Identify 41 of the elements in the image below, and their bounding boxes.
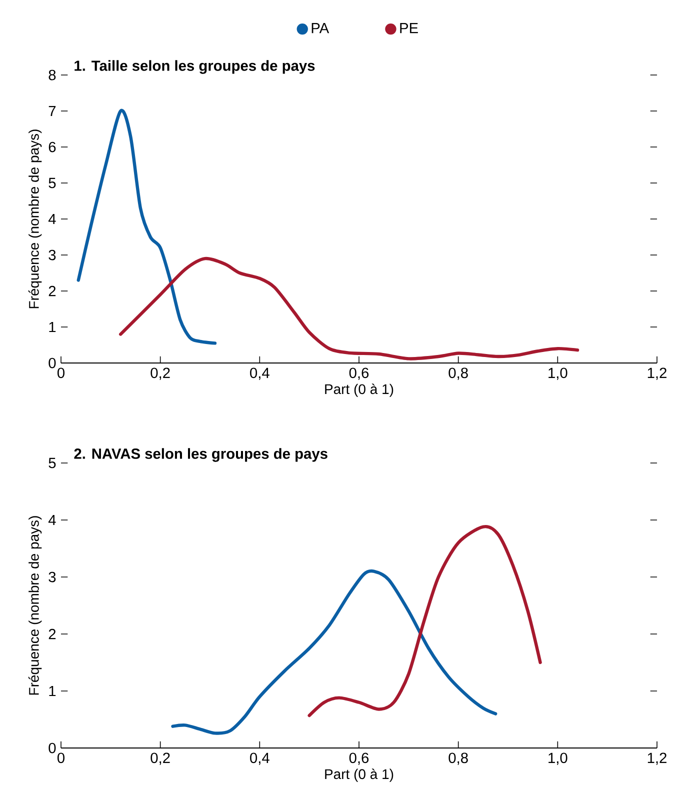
y-axis-title: Fréquence (nombre de pays) [28, 516, 42, 695]
x-tick-label: 0,2 [150, 752, 170, 765]
x-axis-title: Part (0 à 1) [325, 768, 394, 782]
y-tick-label: 0 [48, 742, 56, 754]
x-tick-label: 1,0 [548, 368, 568, 380]
y-tick-label: 2 [48, 628, 56, 640]
x-tick-label: 0,8 [448, 368, 468, 380]
x-tick-label: 1,0 [548, 752, 568, 765]
y-tick-label: 5 [48, 178, 56, 188]
y-tick-label: 7 [48, 106, 56, 116]
x-tick-label: 0,8 [448, 752, 468, 765]
y-axis-title: Fréquence (nombre de pays) [28, 130, 42, 308]
chart-title: 2. NAVAS selon les groupes de pays [74, 448, 328, 462]
line-series [119, 256, 580, 360]
chart-title: 1. Taille selon les groupes de pays [74, 60, 315, 74]
line-series [171, 570, 498, 735]
y-tick-label: 1 [49, 322, 56, 332]
legend-label: PA [312, 23, 330, 34]
y-tick-label: 3 [48, 250, 56, 260]
x-tick-label: 1,2 [648, 368, 666, 380]
x-axis-title: Part (0 à 1) [325, 384, 394, 397]
y-tick-label: 2 [48, 286, 56, 296]
y-tick-label: 8 [48, 70, 56, 80]
x-tick-label: 0,2 [150, 368, 170, 380]
y-tick-label: 4 [48, 214, 56, 224]
x-tick-label: 0 [57, 752, 64, 764]
x-tick-label: 0 [57, 368, 64, 378]
y-tick-label: 5 [48, 458, 56, 468]
y-tick-label: 0 [48, 358, 56, 368]
x-tick-label: 1,2 [648, 752, 666, 765]
y-tick-label: 1 [49, 686, 56, 696]
x-tick-label: 0,4 [250, 752, 270, 765]
legend-label: PE [400, 23, 418, 34]
y-tick-label: 6 [48, 142, 56, 152]
line-series [308, 525, 542, 718]
x-tick-label: 0,6 [349, 368, 369, 380]
x-tick-label: 0,4 [250, 368, 270, 380]
y-tick-label: 4 [48, 514, 56, 526]
y-tick-label: 3 [48, 572, 56, 582]
line-series [76, 109, 217, 345]
x-tick-label: 0,6 [349, 752, 369, 765]
